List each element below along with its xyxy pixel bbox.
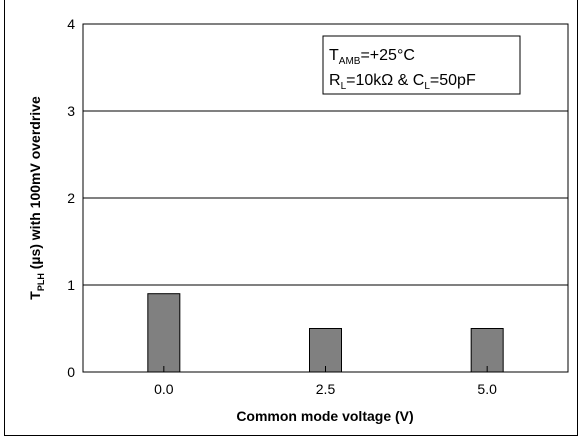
figure-frame — [4, 0, 578, 436]
annotation-line-1: TAMB=+25°C — [329, 47, 415, 67]
y-axis-ticks: 0 1 2 3 4 — [67, 16, 89, 380]
y-tick-label: 1 — [67, 277, 75, 293]
annotation-line-2: RL=10kΩ & CL=50pF — [329, 72, 476, 92]
y-tick-label: 4 — [67, 16, 75, 32]
annotation-box — [322, 35, 521, 95]
y-axis-label: TPLH (µs) with 100mV overdrive — [27, 96, 46, 300]
bars — [147, 293, 504, 373]
y-tick-label: 3 — [67, 103, 75, 119]
x-tick-label: 2.5 — [316, 381, 336, 397]
bar — [309, 328, 342, 373]
x-axis-label: Common mode voltage (V) — [236, 408, 413, 424]
x-tick-label: 0.0 — [154, 381, 174, 397]
bar — [470, 328, 504, 373]
x-tick-label: 5.0 — [477, 381, 497, 397]
y-tick-label: 2 — [67, 190, 75, 206]
conditions-annotation: TAMB=+25°C RL=10kΩ & CL=50pF — [322, 35, 521, 95]
bar — [147, 293, 181, 373]
x-axis-ticks: 0.0 2.5 5.0 — [154, 366, 497, 397]
grid-lines — [83, 110, 568, 286]
y-tick-label: 0 — [67, 364, 75, 380]
